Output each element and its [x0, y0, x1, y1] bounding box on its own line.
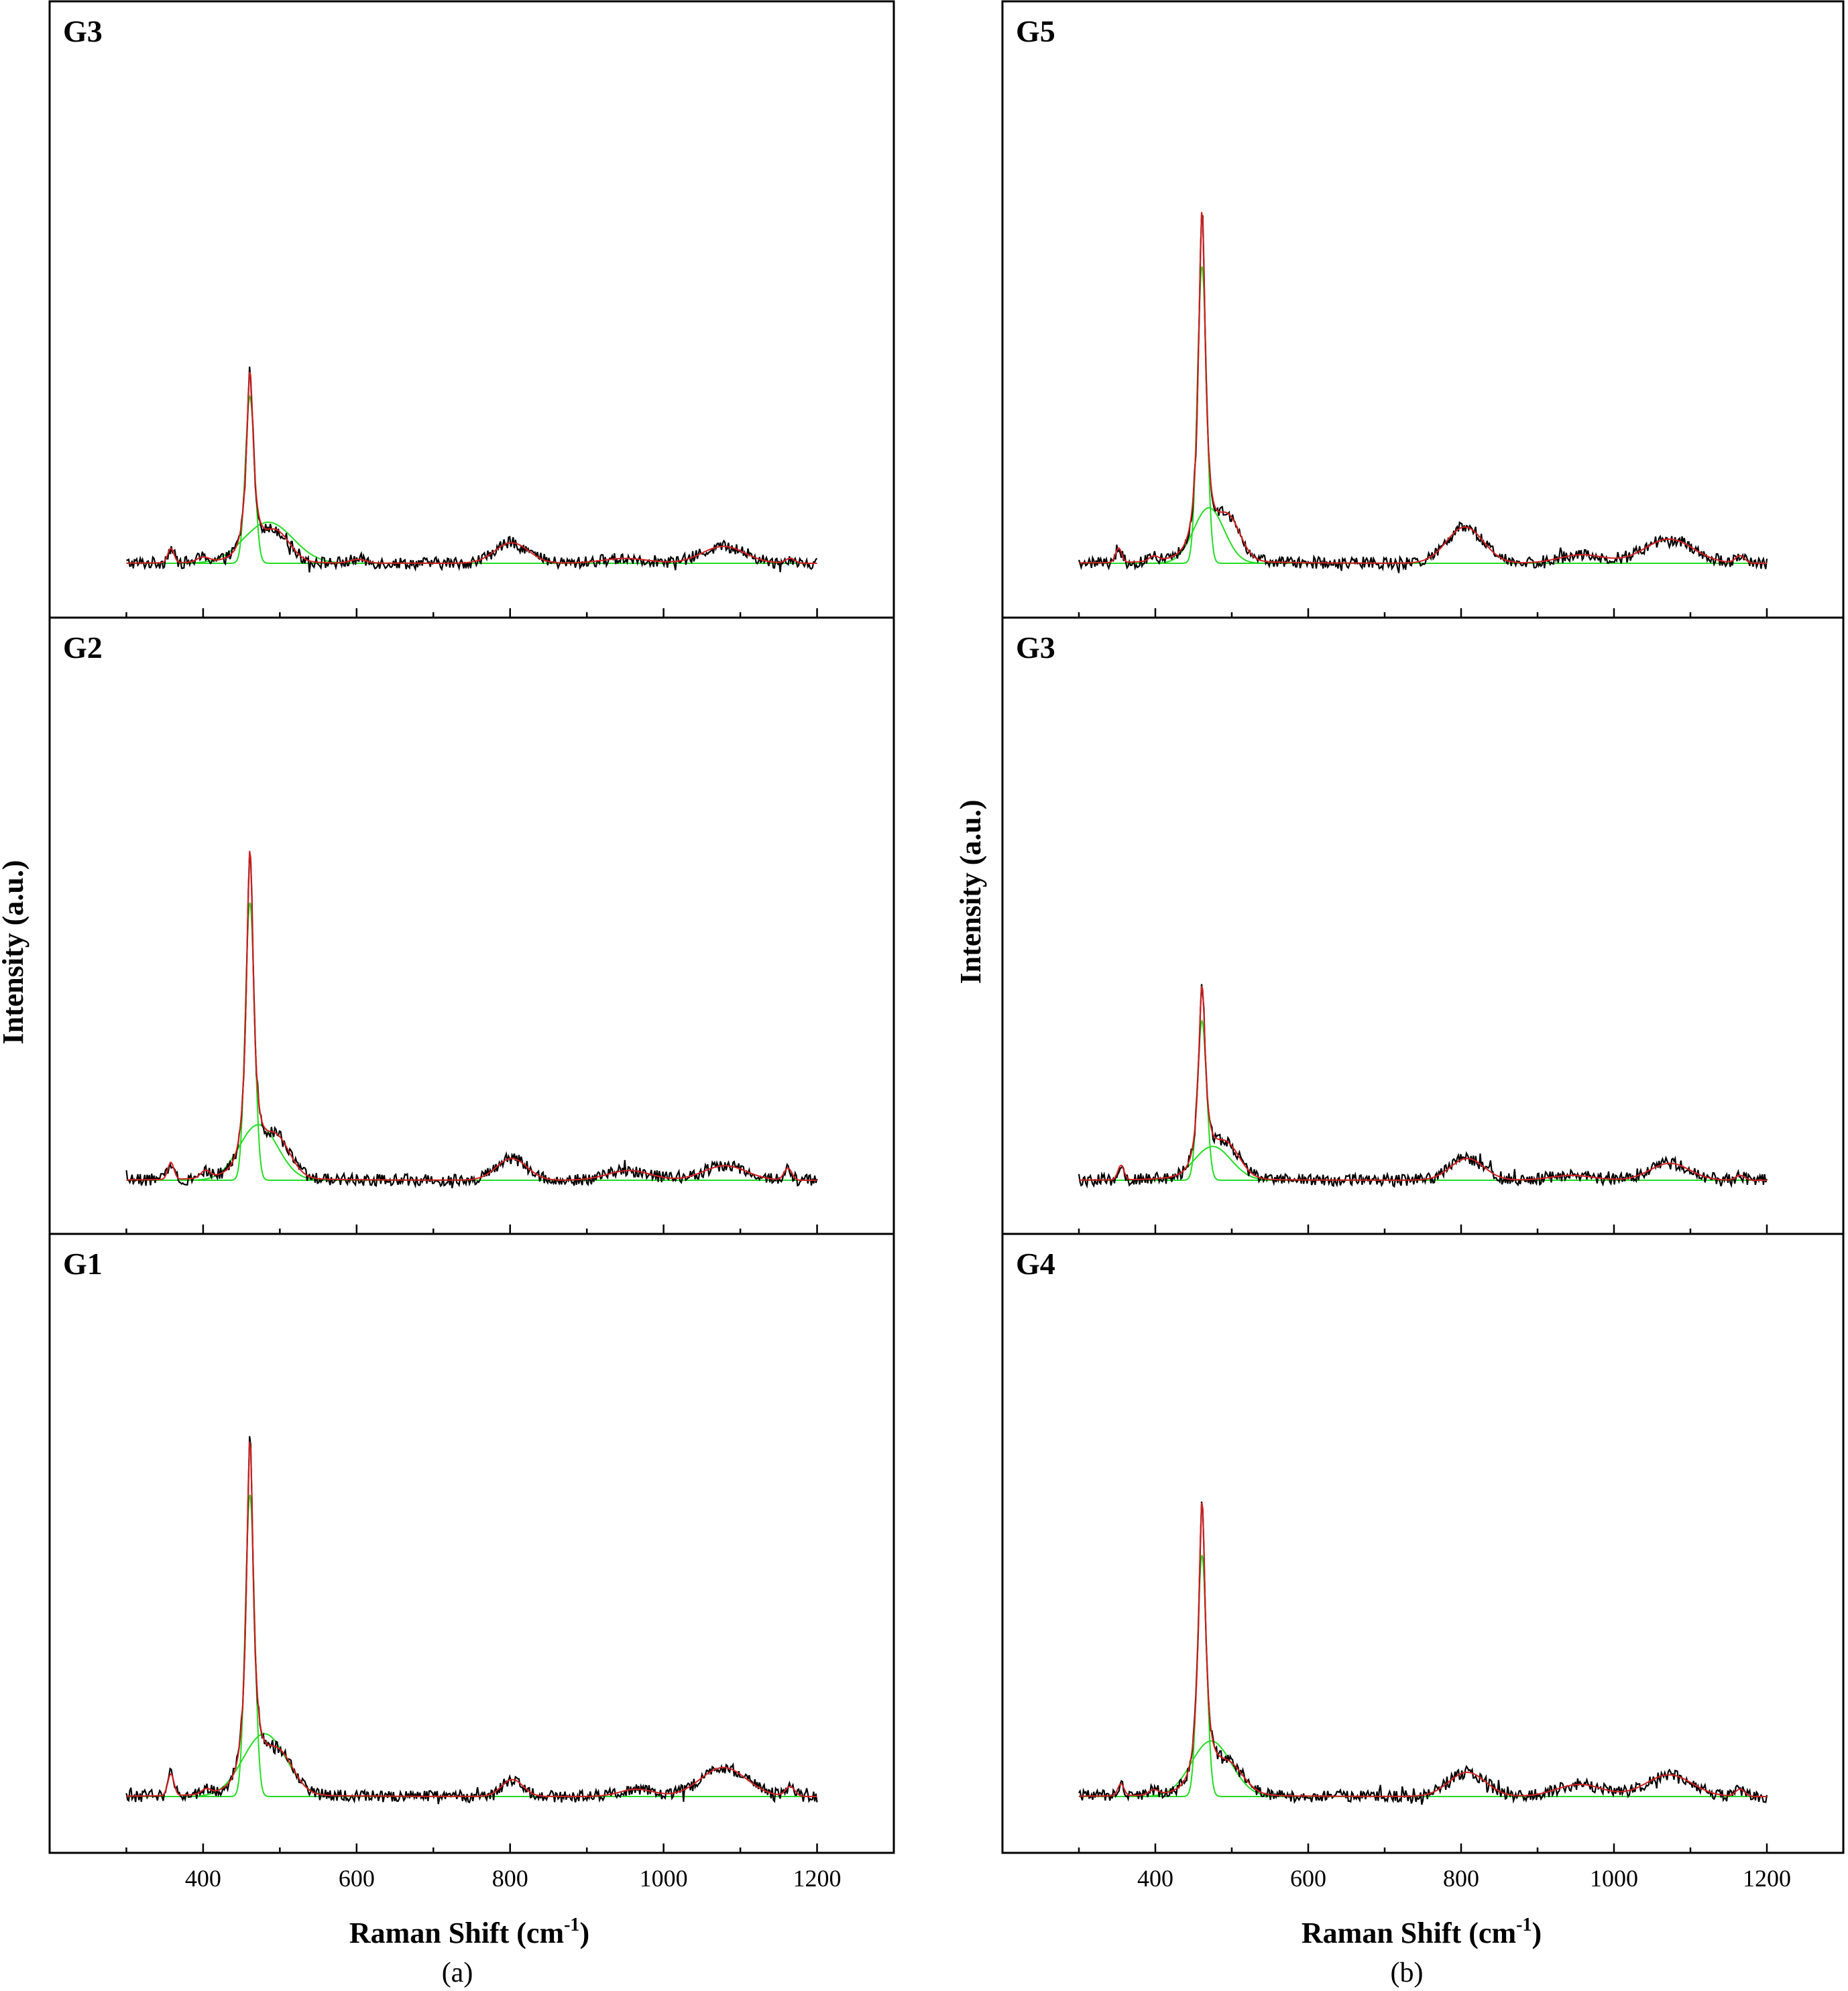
measured-spectrum [1078, 984, 1768, 1189]
fit-component-1 [1079, 1019, 1767, 1181]
fit-envelope [126, 850, 817, 1181]
fit-component-1 [126, 1494, 817, 1797]
panel-label: G1 [63, 1247, 103, 1281]
fit-component-1 [126, 394, 817, 564]
x-axis-title-a-sup: -1 [564, 1915, 579, 1935]
panel-frame [1001, 0, 1845, 619]
x-axis-title-a-base: Raman Shift (cm [349, 1917, 564, 1949]
panel-label: G2 [63, 630, 103, 665]
x-axis-title-b: Raman Shift (cm-1) [1302, 1915, 1542, 1949]
fit-envelope [1079, 1502, 1767, 1797]
panel-g2-a: G2 [48, 616, 895, 1235]
x-axis-title-b-close: ) [1532, 1917, 1542, 1949]
x-axis-title-b-sup: -1 [1516, 1915, 1532, 1935]
fit-envelope [1079, 986, 1767, 1181]
figure-a: G3 G2 G1 400 600 800 1000 1200 [48, 0, 895, 1892]
x-tick-label: 600 [1290, 1865, 1326, 1892]
panel-frame [48, 616, 895, 1235]
x-tick-label: 1000 [640, 1865, 688, 1892]
figure-b: G5 G3 G4 400 600 800 1000 1200 [1001, 0, 1845, 1892]
fit-envelope [126, 372, 817, 564]
figure-caption-b: (b) [1391, 1957, 1424, 1988]
y-axis-title-b: Intensity (a.u.) [954, 799, 987, 984]
fit-component-1 [126, 902, 817, 1181]
fit-component-2 [126, 1124, 817, 1181]
x-tick-label: 400 [1137, 1865, 1173, 1892]
panel-g3-b: G3 [1001, 616, 1845, 1235]
panel-label: G3 [63, 14, 103, 48]
panel-frame [1001, 616, 1845, 1235]
fit-component-1 [1079, 1554, 1767, 1797]
x-tick-label: 1200 [793, 1865, 842, 1892]
panel-g5-b: G5 [1001, 0, 1845, 619]
x-tick-label: 400 [185, 1865, 221, 1892]
x-tick-label: 600 [339, 1865, 375, 1892]
y-axis-title-a: Intensity (a.u.) [0, 860, 30, 1044]
fit-component-2 [126, 1733, 817, 1797]
panel-label: G3 [1016, 630, 1055, 665]
measured-spectrum [126, 366, 818, 573]
fit-envelope [126, 1441, 817, 1797]
panel-g4-b: G4 [1001, 1233, 1845, 1854]
panel-frame [48, 0, 895, 619]
fit-envelope [1079, 212, 1767, 564]
panel-label: G4 [1016, 1247, 1055, 1281]
panel-g3-a: G3 [48, 0, 895, 619]
panel-frame [48, 1233, 895, 1854]
x-tick-label: 800 [492, 1865, 528, 1892]
x-axis-title-b-base: Raman Shift (cm [1302, 1917, 1516, 1949]
panel-frame [1001, 1233, 1845, 1854]
panel-g1-a: G1 [48, 1233, 895, 1854]
x-axis-title-a-close: ) [579, 1917, 589, 1949]
x-tick-label: 800 [1443, 1865, 1479, 1892]
figure-caption-a: (a) [442, 1957, 473, 1988]
panel-label: G5 [1016, 14, 1055, 48]
fit-component-1 [1079, 266, 1767, 564]
fit-component-2 [1079, 1740, 1767, 1797]
measured-spectrum [1078, 1501, 1768, 1805]
measured-spectrum [1078, 214, 1768, 573]
x-axis-title-a: Raman Shift (cm-1) [349, 1915, 589, 1949]
measured-spectrum [125, 1436, 818, 1805]
measured-spectrum [125, 853, 818, 1189]
x-tick-label: 1000 [1590, 1865, 1638, 1892]
fit-component-2 [1079, 507, 1767, 564]
x-tick-label: 1200 [1743, 1865, 1791, 1892]
